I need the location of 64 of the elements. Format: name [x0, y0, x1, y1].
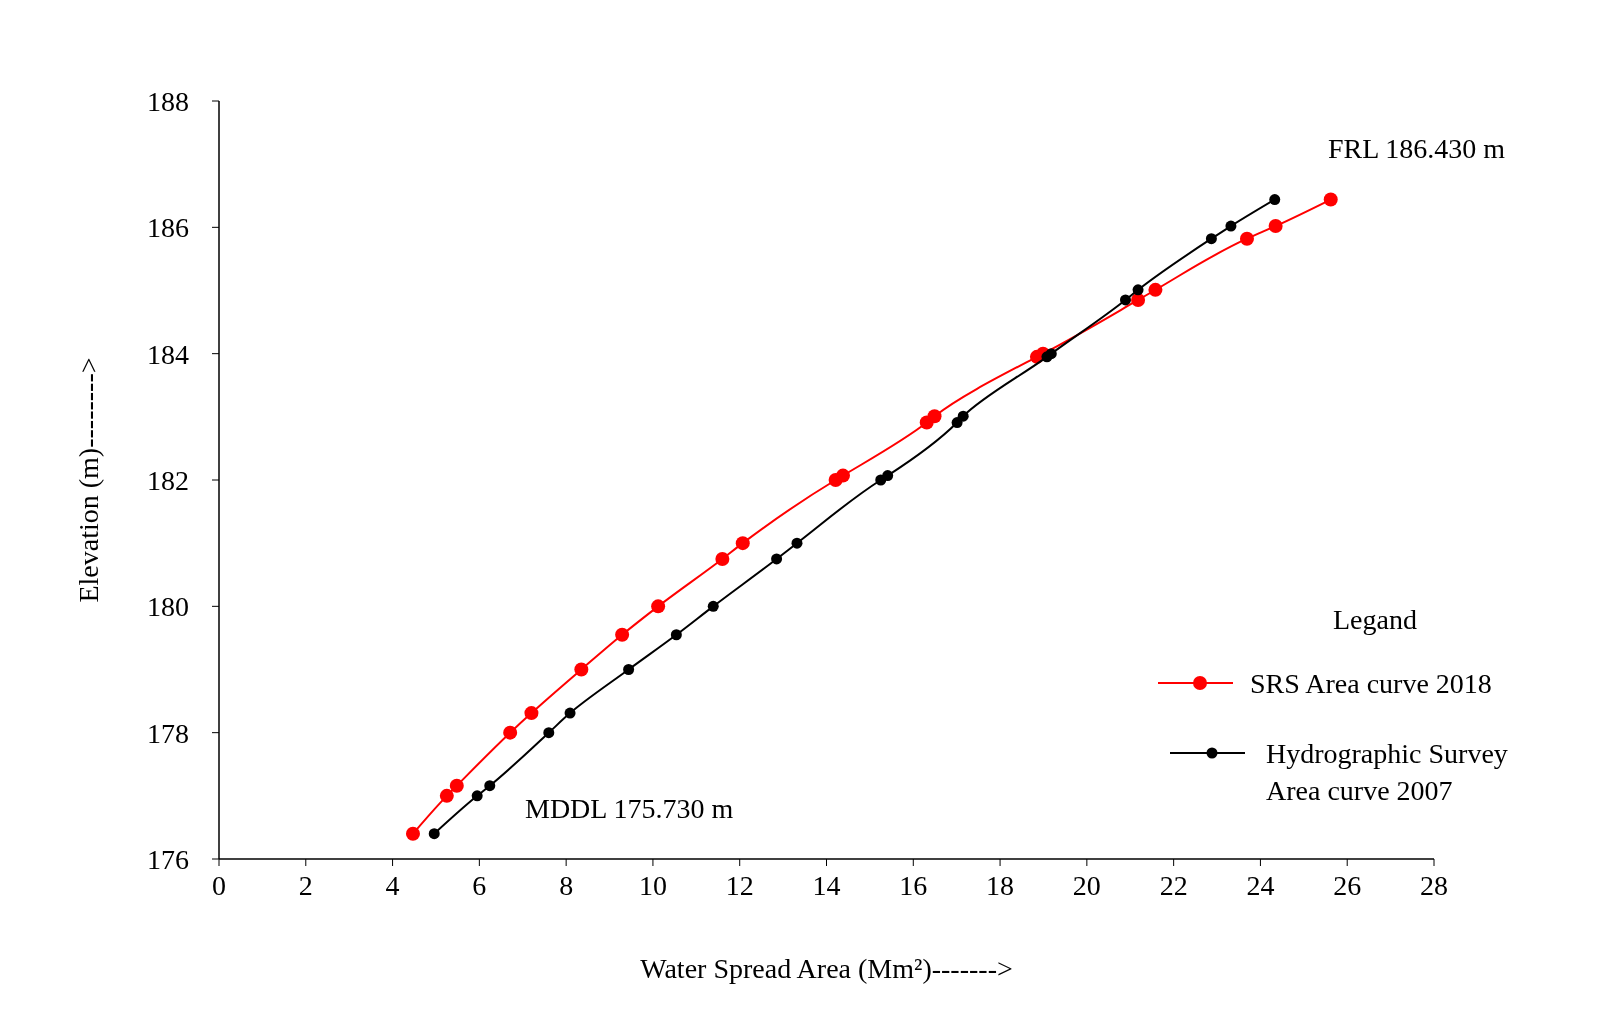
point [1205, 233, 1217, 245]
x-tick-label: 8 [559, 870, 574, 901]
point [543, 727, 555, 739]
legend-label: SRS Area curve 2018 [1250, 668, 1492, 699]
legend-title: Legand [1333, 604, 1417, 635]
y-axis-title: Elevation (m)--------> [73, 357, 104, 603]
point [1225, 220, 1237, 232]
legend-label: Hydrographic Survey Area curve 2007 [1266, 738, 1508, 806]
x-tick-label: 12 [725, 870, 754, 901]
y-tick-label: 186 [147, 212, 189, 244]
y-tick-label: 176 [147, 844, 189, 875]
point [484, 780, 496, 792]
point [735, 536, 750, 551]
point [835, 468, 850, 483]
x-tick-label: 16 [899, 870, 928, 901]
point [623, 664, 635, 675]
x-tick-label: 28 [1420, 870, 1448, 901]
point [791, 537, 803, 549]
y-tick-label: 180 [147, 591, 189, 623]
point [439, 788, 454, 803]
point [574, 662, 589, 677]
y-tick-label: 184 [147, 338, 189, 370]
x-tick-label: 2 [298, 870, 313, 901]
point [927, 409, 942, 424]
annotation: FRL 186.430 m [1328, 133, 1506, 164]
point [1132, 284, 1144, 296]
point [957, 410, 969, 422]
y-tick-label: 182 [147, 465, 189, 496]
x-tick-label: 4 [385, 870, 400, 901]
point [405, 826, 420, 841]
x-tick-label: 10 [638, 870, 667, 901]
x-tick-label: 14 [812, 870, 841, 901]
x-tick-label: 18 [986, 870, 1015, 901]
point [1131, 292, 1146, 307]
point [1119, 294, 1131, 306]
x-axis-title: Water Spread Area (Mm²)-------> [640, 953, 1013, 984]
x-tick-label: 24 [1246, 870, 1275, 901]
point [1323, 192, 1338, 207]
point [449, 778, 464, 793]
point [707, 600, 719, 612]
x-tick-label: 6 [472, 870, 487, 901]
point [771, 553, 783, 565]
point [615, 627, 630, 642]
y-tick-label: 178 [147, 717, 189, 749]
point [670, 629, 682, 641]
point [524, 706, 539, 721]
point [503, 725, 518, 740]
point [1148, 282, 1163, 297]
x-tick-label: 22 [1159, 870, 1188, 901]
point [882, 470, 894, 482]
point [1045, 348, 1057, 360]
point [564, 707, 576, 719]
point [651, 599, 666, 614]
point [428, 828, 440, 840]
point [1269, 194, 1281, 206]
x-tick-label: 20 [1072, 870, 1101, 901]
y-tick-label: 188 [147, 86, 189, 117]
x-tick-label: 0 [212, 870, 226, 901]
point [471, 790, 483, 802]
point [715, 551, 730, 566]
x-tick-label: 26 [1333, 870, 1362, 901]
annotation: MDDL 175.730 m [525, 793, 734, 824]
point [1239, 231, 1254, 246]
point [1268, 219, 1283, 234]
